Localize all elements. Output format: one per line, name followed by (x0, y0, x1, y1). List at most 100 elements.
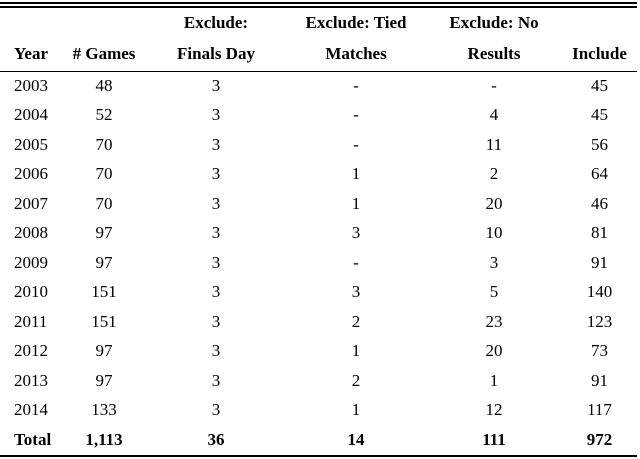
include-cell: 81 (591, 223, 608, 243)
games-cell: 97 (95, 370, 113, 390)
tied-matches-cell: 1 (351, 341, 361, 361)
year-cell: 2008 (14, 223, 48, 243)
finals-day-cell: 3 (211, 370, 221, 390)
year-cell: 2014 (14, 400, 48, 420)
table-row: 2008 97 3 3 10 81 (0, 219, 637, 249)
no-results-cell: 1 (489, 370, 499, 390)
year-cell: 2012 (14, 341, 48, 361)
total-finals-day: 36 (207, 429, 225, 449)
table-row: 2003 48 3 - - 45 (0, 71, 637, 101)
header-row-2: Year # Games Finals Day Matches Results … (0, 37, 637, 71)
header-cell (0, 8, 62, 37)
finals-day-cell: 3 (211, 105, 221, 125)
no-results-cell: 11 (485, 134, 503, 154)
year-cell: 2009 (14, 252, 48, 272)
table-row: 2006 70 3 1 2 64 (0, 160, 637, 190)
include-cell: 123 (586, 311, 613, 331)
no-results-cell: 20 (485, 193, 503, 213)
header-cell: Exclude: (183, 12, 249, 32)
tied-matches-cell: - (353, 252, 359, 272)
finals-day-cell: 3 (211, 75, 221, 95)
finals-day-cell: 3 (211, 282, 221, 302)
year-cell: 2011 (14, 311, 48, 331)
tied-matches-cell: 1 (351, 193, 361, 213)
finals-day-cell: 3 (211, 341, 221, 361)
games-cell: 70 (95, 164, 113, 184)
games-cell: 97 (95, 341, 113, 361)
table-row: 2011 151 3 2 23 123 (0, 307, 637, 337)
include-cell: 91 (591, 252, 608, 272)
header-rule (0, 71, 637, 72)
header-cell: Matches (325, 44, 387, 63)
table-row: 2014 133 3 1 12 117 (0, 396, 637, 426)
include-cell: 73 (591, 341, 608, 361)
header-cell: # Games (72, 44, 136, 63)
no-results-cell: 4 (489, 105, 499, 125)
no-results-cell: 3 (489, 252, 499, 272)
finals-day-cell: 3 (211, 134, 221, 154)
games-cell: 133 (91, 400, 117, 420)
include-cell: 56 (591, 134, 608, 154)
header-cell: Results (467, 44, 521, 63)
table-row: 2005 70 3 - 11 56 (0, 130, 637, 160)
games-cell: 70 (95, 134, 113, 154)
include-cell: 91 (591, 370, 608, 390)
header-cell (562, 8, 637, 37)
table-top-rule (0, 2, 637, 4)
total-include: 972 (586, 429, 613, 449)
no-results-cell: 10 (485, 223, 503, 243)
total-no-results: 111 (482, 429, 506, 449)
include-cell: 140 (586, 282, 613, 302)
year-cell: 2004 (14, 105, 48, 125)
tied-matches-cell: 2 (351, 311, 361, 331)
total-row: Total 1,113 36 14 111 972 (0, 425, 637, 455)
table-row: 2004 52 3 - 4 45 (0, 101, 637, 131)
include-cell: 45 (591, 105, 608, 125)
table-row: 2013 97 3 2 1 91 (0, 366, 637, 396)
tied-matches-cell: - (353, 134, 359, 154)
year-cell: 2006 (14, 164, 48, 184)
year-cell: 2005 (14, 134, 48, 154)
table-bottom-rule (0, 455, 637, 457)
total-tied-matches: 14 (347, 429, 365, 449)
year-cell: 2007 (14, 193, 48, 213)
no-results-cell: - (491, 75, 497, 95)
games-cell: 151 (91, 311, 117, 331)
include-cell: 45 (591, 75, 608, 95)
include-cell: 117 (587, 400, 612, 420)
table-top-rule-second (0, 6, 637, 8)
tied-matches-cell: 1 (351, 400, 361, 420)
games-cell: 70 (95, 193, 113, 213)
tied-matches-cell: 1 (351, 164, 361, 184)
games-cell: 151 (91, 282, 117, 302)
total-games: 1,113 (85, 429, 123, 449)
games-table: Exclude: Exclude: Tied Exclude: No Year … (0, 8, 637, 455)
year-cell: 2013 (14, 370, 48, 390)
table-row: 2007 70 3 1 20 46 (0, 189, 637, 219)
no-results-cell: 23 (485, 311, 503, 331)
tied-matches-cell: 2 (351, 370, 361, 390)
tied-matches-cell: 3 (351, 223, 361, 243)
no-results-cell: 20 (485, 341, 503, 361)
header-cell: Year (14, 44, 48, 63)
total-label: Total (14, 429, 52, 449)
finals-day-cell: 3 (211, 223, 221, 243)
finals-day-cell: 3 (211, 164, 221, 184)
games-cell: 48 (95, 75, 113, 95)
no-results-cell: 2 (489, 164, 499, 184)
games-cell: 97 (95, 223, 113, 243)
finals-day-cell: 3 (211, 193, 221, 213)
header-cell: Exclude: Tied (305, 12, 407, 32)
header-cell: Exclude: No (449, 12, 539, 32)
finals-day-cell: 3 (211, 311, 221, 331)
table-body: 2003 48 3 - - 45 2004 52 3 - 4 45 2005 7… (0, 71, 637, 425)
header-cell (62, 8, 146, 37)
include-cell: 64 (591, 164, 608, 184)
tied-matches-cell: 3 (351, 282, 361, 302)
tied-matches-cell: - (353, 105, 359, 125)
tied-matches-cell: - (353, 75, 359, 95)
games-cell: 97 (95, 252, 113, 272)
finals-day-cell: 3 (211, 252, 221, 272)
include-cell: 46 (591, 193, 608, 213)
header-cell: Finals Day (177, 44, 255, 63)
